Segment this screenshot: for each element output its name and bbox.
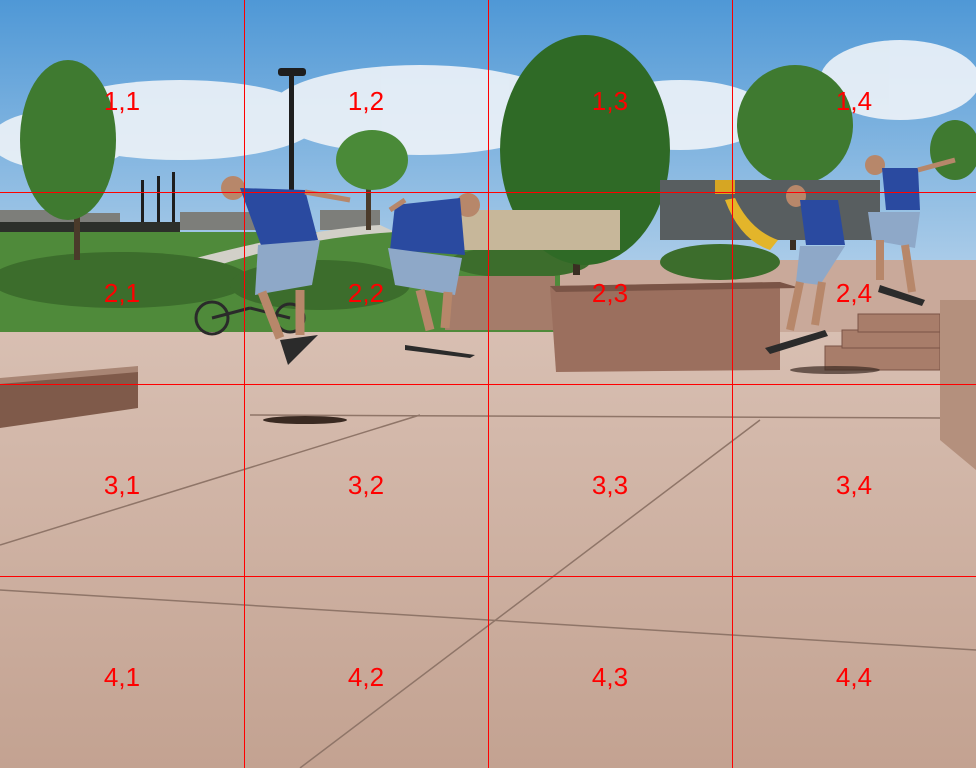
stairs — [824, 313, 941, 371]
skate-ledge — [550, 282, 780, 372]
skateboarder-1 — [221, 176, 351, 365]
shadow — [263, 416, 347, 424]
tree-left — [20, 60, 116, 260]
ledge-right — [940, 300, 976, 470]
street-lamp — [141, 68, 306, 222]
skateboarder-3 — [765, 185, 845, 354]
wall-mid — [445, 276, 555, 330]
concrete-ground — [0, 332, 976, 768]
skateboarder-2 — [388, 193, 480, 358]
playground — [660, 180, 880, 250]
tree-mid — [336, 130, 408, 230]
skateboarder-4 — [865, 155, 956, 306]
